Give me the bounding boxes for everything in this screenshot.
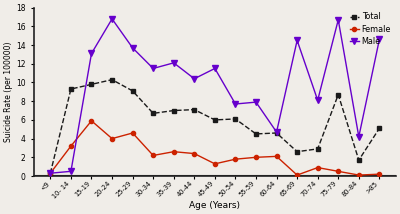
Female <box>233 158 238 160</box>
Total <box>295 150 300 153</box>
Female <box>192 152 197 155</box>
Total <box>171 109 176 112</box>
Total <box>192 108 197 111</box>
Female <box>315 166 320 169</box>
Total <box>274 132 279 134</box>
Male <box>274 131 279 133</box>
Male <box>233 103 238 105</box>
Female <box>68 145 73 147</box>
Legend: Total, Female, Male: Total, Female, Male <box>349 12 392 47</box>
Male <box>68 170 73 173</box>
Female <box>151 154 156 157</box>
Total <box>315 148 320 150</box>
Total <box>110 78 114 81</box>
Total <box>130 90 135 92</box>
Total <box>233 118 238 120</box>
Female <box>274 155 279 158</box>
Female <box>130 132 135 134</box>
Total <box>377 127 382 130</box>
Female <box>356 174 361 176</box>
Female <box>254 156 258 159</box>
Female <box>48 172 53 174</box>
Total <box>356 159 361 161</box>
Line: Total: Total <box>48 78 382 175</box>
Total <box>151 112 156 115</box>
Female <box>377 173 382 175</box>
Male <box>377 38 382 41</box>
Total <box>48 172 53 174</box>
Male <box>130 47 135 49</box>
Female <box>89 120 94 122</box>
Total <box>212 119 217 121</box>
X-axis label: Age (Years): Age (Years) <box>189 201 240 210</box>
Male <box>336 19 341 21</box>
Total <box>254 133 258 135</box>
Male <box>151 67 156 70</box>
Y-axis label: Suicide Rate (per 100000): Suicide Rate (per 100000) <box>4 42 13 142</box>
Male <box>171 62 176 64</box>
Total <box>89 83 94 86</box>
Male <box>295 39 300 42</box>
Female <box>171 150 176 153</box>
Male <box>110 18 114 20</box>
Female <box>336 170 341 173</box>
Female <box>212 163 217 165</box>
Total <box>68 88 73 90</box>
Male <box>212 67 217 70</box>
Male <box>192 77 197 80</box>
Male <box>315 99 320 101</box>
Line: Female: Female <box>48 119 382 177</box>
Female <box>295 174 300 176</box>
Female <box>110 137 114 140</box>
Line: Male: Male <box>48 16 382 176</box>
Male <box>89 52 94 55</box>
Male <box>254 101 258 103</box>
Male <box>48 172 53 174</box>
Total <box>336 93 341 96</box>
Male <box>356 135 361 138</box>
